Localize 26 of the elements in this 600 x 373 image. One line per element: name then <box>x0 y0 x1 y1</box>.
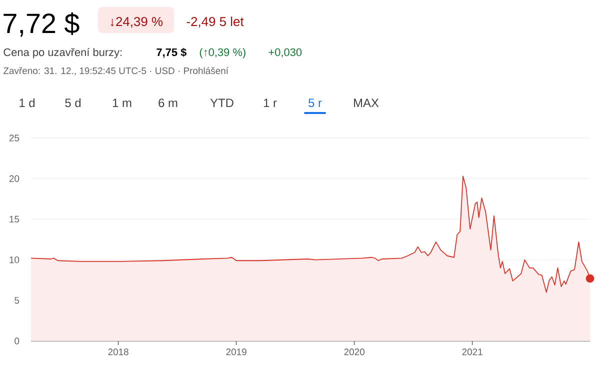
y-tick-label: 5 <box>14 297 20 304</box>
text: 1 r <box>264 98 277 108</box>
y-tick-label: 15 <box>10 216 20 223</box>
text: 5 r <box>308 98 322 108</box>
y-tick-label: 25 <box>9 134 20 142</box>
x-tick-label: 2020 <box>344 348 364 356</box>
text: 6 m <box>158 98 178 108</box>
text: 7,75 $ <box>156 48 187 58</box>
text: -2,49 5 let <box>186 16 244 28</box>
text: Cena po uzavření burzy: <box>4 48 122 58</box>
chart-title: 7,72 $ <box>4 12 80 37</box>
x-tick-label: 2018 <box>108 348 128 356</box>
text: (↑0,39 %) <box>200 48 246 58</box>
text: 5 d <box>65 98 81 108</box>
y-tick-label: 10 <box>10 256 20 264</box>
text: 1 m <box>112 98 132 108</box>
x-tick-label: 2019 <box>226 348 246 356</box>
text: 1 d <box>20 98 35 108</box>
text: YTD <box>210 98 234 108</box>
x-tick-label: 2021 <box>462 348 482 356</box>
text: Zavřeno: 31. 12., 19:52:45 UTC-5 · USD · Prohlášení <box>4 67 228 76</box>
y-tick-label: 20 <box>9 175 20 182</box>
text: +0,030 <box>268 48 302 58</box>
text: MAX <box>354 98 379 108</box>
text: ↓24,39 % <box>110 16 163 28</box>
y-tick-label: 0 <box>14 338 20 344</box>
